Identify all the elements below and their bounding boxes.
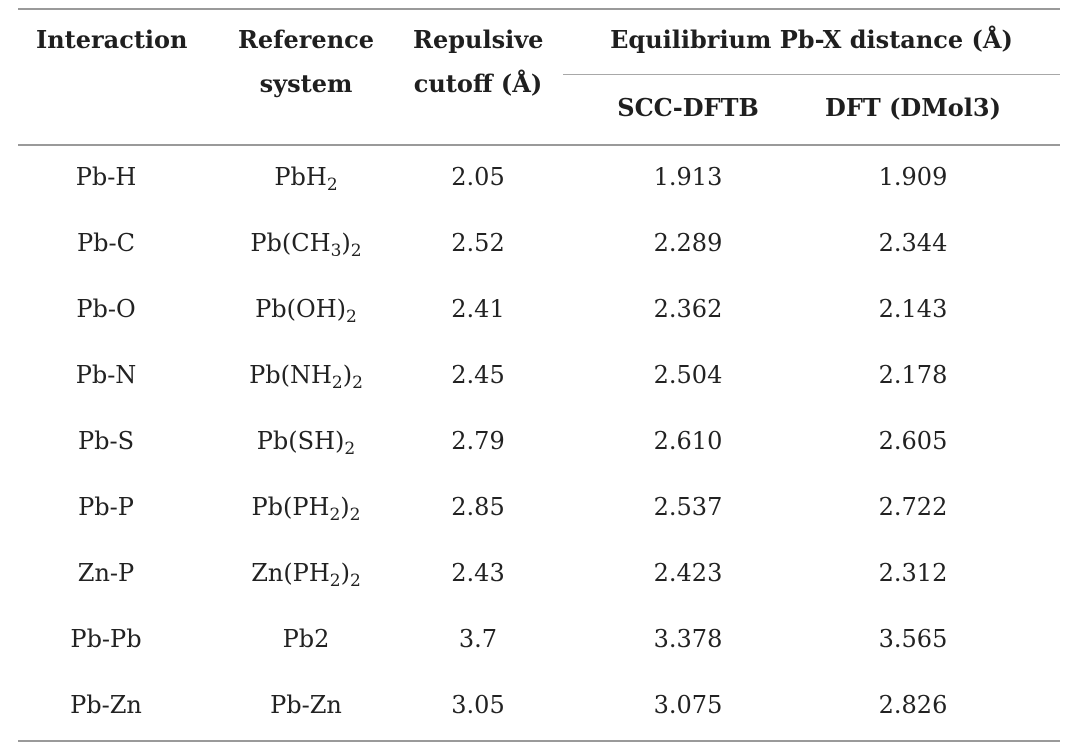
cell-repulsive-cutoff: 2.41 <box>451 295 505 323</box>
header-repulsive-cutoff: Repulsive cutoff (Å) <box>413 25 544 98</box>
subscript: 2 <box>331 373 343 393</box>
cell-interaction: Pb-O <box>76 295 136 323</box>
header-dft-dmol3: DFT (DMol3) <box>825 93 1001 122</box>
cell-scc-dftb: 2.289 <box>653 229 723 257</box>
cell-repulsive-cutoff: 2.45 <box>451 361 505 389</box>
table-row: Pb-P Pb(PH2)2 2.85 2.537 2.722 <box>18 474 1060 540</box>
cell-repulsive-cutoff: 3.05 <box>451 691 505 719</box>
table-row: Pb-Pb Pb2 3.7 3.378 3.565 <box>18 606 1060 672</box>
subscript: 2 <box>329 571 341 591</box>
cell-interaction: Pb-P <box>78 493 134 521</box>
cell-repulsive-cutoff: 2.79 <box>451 427 505 455</box>
table-row: Pb-C Pb(CH3)2 2.52 2.289 2.344 <box>18 210 1060 276</box>
subscript: 2 <box>349 505 361 525</box>
cell-reference-system: Zn(PH2)2 <box>216 540 396 606</box>
formula-text: ) <box>342 361 353 389</box>
cell-scc-dftb: 2.504 <box>653 361 723 389</box>
table-row: Pb-H PbH2 2.05 1.913 1.909 <box>18 144 1060 210</box>
formula-text: Pb2 <box>282 625 330 653</box>
cell-dft: 2.143 <box>878 295 948 323</box>
header-interaction: Interaction <box>36 25 188 54</box>
cell-interaction: Pb-N <box>75 361 137 389</box>
header-equilibrium-group: Equilibrium Pb-X distance (Å) <box>610 25 1013 54</box>
table-row: Pb-S Pb(SH)2 2.79 2.610 2.605 <box>18 408 1060 474</box>
formula-text: Zn(PH <box>251 559 330 587</box>
cell-interaction: Pb-C <box>77 229 135 257</box>
cell-interaction: Zn-P <box>77 559 135 587</box>
cell-reference-system: Pb(NH2)2 <box>216 342 396 408</box>
formula-text: Pb(NH <box>249 361 332 389</box>
cell-reference-system: Pb-Zn <box>216 672 396 738</box>
cell-scc-dftb: 2.537 <box>653 493 723 521</box>
cell-dft: 2.722 <box>878 493 948 521</box>
formula-text: Pb(PH <box>251 493 330 521</box>
cell-repulsive-cutoff: 2.52 <box>451 229 505 257</box>
cell-reference-system: Pb(CH3)2 <box>216 210 396 276</box>
cell-interaction: Pb-S <box>77 427 135 455</box>
cell-scc-dftb: 2.610 <box>653 427 723 455</box>
cell-reference-system: Pb2 <box>216 606 396 672</box>
subscript: 2 <box>350 241 362 261</box>
cell-scc-dftb: 3.075 <box>653 691 723 719</box>
cell-reference-system: Pb(PH2)2 <box>216 474 396 540</box>
cell-dft: 2.605 <box>878 427 948 455</box>
cell-reference-system: Pb(OH)2 <box>216 276 396 342</box>
cell-dft: 2.344 <box>878 229 948 257</box>
cell-interaction: Pb-Zn <box>70 691 142 719</box>
header-reference-system: Reference system <box>237 25 375 98</box>
subscript: 2 <box>346 307 357 327</box>
table-bottom-rule <box>18 740 1060 742</box>
table-row: Pb-O Pb(OH)2 2.41 2.362 2.143 <box>18 276 1060 342</box>
table-row: Zn-P Zn(PH2)2 2.43 2.423 2.312 <box>18 540 1060 606</box>
cell-interaction: Pb-Pb <box>70 625 142 653</box>
subscript: 2 <box>326 175 338 195</box>
cell-dft: 2.312 <box>878 559 948 587</box>
subscript: 2 <box>349 571 361 591</box>
formula-text: ) <box>341 229 351 257</box>
cell-dft: 1.909 <box>878 163 948 191</box>
formula-text: Pb-Zn <box>270 691 342 719</box>
header-group-rule <box>563 74 1060 75</box>
cell-repulsive-cutoff: 2.85 <box>451 493 505 521</box>
subscript: 2 <box>352 373 363 393</box>
cell-repulsive-cutoff: 3.7 <box>458 625 498 653</box>
formula-text: Pb(OH) <box>255 295 346 323</box>
cell-dft: 3.565 <box>878 625 948 653</box>
subscript: 2 <box>329 505 341 525</box>
table-top-rule <box>18 8 1060 10</box>
cell-scc-dftb: 3.378 <box>653 625 723 653</box>
table-row: Pb-N Pb(NH2)2 2.45 2.504 2.178 <box>18 342 1060 408</box>
subscript: 3 <box>330 241 342 261</box>
formula-text: ) <box>340 559 350 587</box>
cell-dft: 2.178 <box>878 361 948 389</box>
cell-repulsive-cutoff: 2.43 <box>451 559 505 587</box>
subscript: 2 <box>344 439 356 459</box>
header-scc-dftb: SCC-DFTB <box>617 93 759 122</box>
cell-scc-dftb: 2.423 <box>653 559 723 587</box>
cell-repulsive-cutoff: 2.05 <box>451 163 505 191</box>
table-row: Pb-Zn Pb-Zn 3.05 3.075 2.826 <box>18 672 1060 738</box>
cell-dft: 2.826 <box>878 691 948 719</box>
formula-text: Pb(SH) <box>256 427 345 455</box>
cell-reference-system: Pb(SH)2 <box>216 408 396 474</box>
cell-scc-dftb: 2.362 <box>653 295 723 323</box>
formula-text: ) <box>340 493 350 521</box>
formula-text: PbH <box>274 163 327 191</box>
header-bottom-rule <box>18 144 1060 146</box>
cell-scc-dftb: 1.913 <box>653 163 723 191</box>
formula-text: Pb(CH <box>250 229 331 257</box>
cell-reference-system: PbH2 <box>216 144 396 210</box>
cell-interaction: Pb-H <box>75 163 137 191</box>
